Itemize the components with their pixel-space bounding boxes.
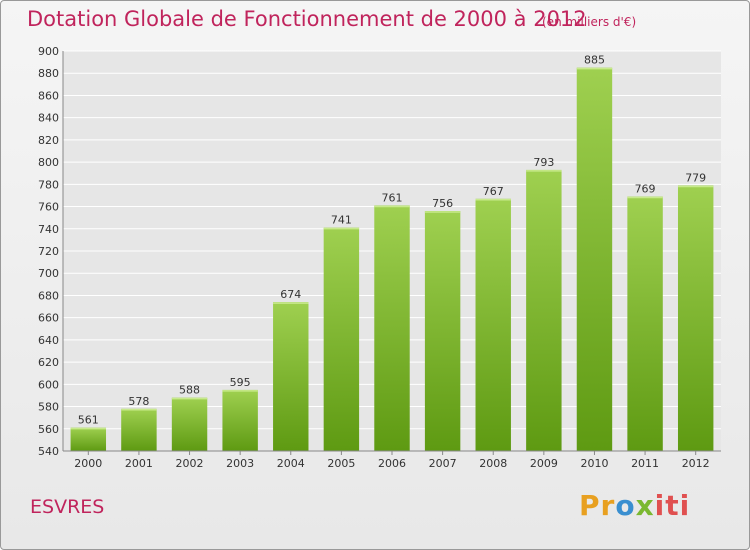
y-tick-label: 580 — [38, 401, 59, 414]
x-tick-label: 2004 — [277, 457, 305, 470]
commune-name: ESVRES — [30, 496, 105, 518]
y-tick-label: 700 — [38, 267, 59, 280]
bar-2011 — [627, 196, 663, 451]
bar-2002 — [171, 397, 208, 451]
chart-subtitle: (en milliers d'€) — [542, 15, 637, 29]
x-tick-label: 2006 — [378, 457, 406, 470]
x-tick-label: 2007 — [429, 457, 457, 470]
proxiti-logo[interactable]: Proxiti — [579, 489, 691, 522]
bar-2004 — [273, 302, 309, 451]
y-tick-label: 840 — [38, 112, 59, 125]
bar-2010 — [576, 67, 613, 452]
data-label-2007: 756 — [432, 197, 453, 210]
data-label-2005: 741 — [331, 214, 352, 227]
bar-2012 — [677, 185, 714, 451]
bar-2003 — [222, 389, 258, 451]
data-label-2011: 769 — [635, 183, 656, 196]
bar-2006 — [374, 205, 410, 451]
data-label-2012: 779 — [685, 171, 706, 184]
bar-2001 — [121, 408, 157, 451]
x-tick-label: 2003 — [226, 457, 254, 470]
y-tick-label: 620 — [38, 356, 59, 369]
y-tick-label: 720 — [38, 245, 59, 258]
y-tick-label: 640 — [38, 334, 59, 347]
x-tick-label: 2011 — [631, 457, 659, 470]
data-label-2008: 767 — [483, 185, 504, 198]
data-label-2004: 674 — [280, 288, 301, 301]
data-label-2001: 578 — [128, 395, 149, 408]
y-tick-label: 820 — [38, 134, 59, 147]
bar-2008 — [475, 198, 511, 451]
y-tick-label: 800 — [38, 156, 59, 169]
x-tick-label: 2001 — [125, 457, 153, 470]
x-tick-label: 2012 — [682, 457, 710, 470]
bar-2007 — [424, 211, 461, 451]
y-tick-label: 540 — [38, 445, 59, 458]
y-tick-label: 560 — [38, 423, 59, 436]
bar-2009 — [526, 169, 562, 451]
data-label-2010: 885 — [584, 54, 605, 67]
y-tick-label: 660 — [38, 312, 59, 325]
x-tick-label: 2009 — [530, 457, 558, 470]
data-label-2000: 561 — [78, 414, 99, 427]
bar-2000 — [70, 427, 107, 451]
data-label-2003: 595 — [230, 376, 251, 389]
y-tick-label: 900 — [38, 45, 59, 58]
x-tick-label: 2008 — [479, 457, 507, 470]
axes: 540 560 580 600 620 640 660 680 700 720 740 760 780 8… — [38, 45, 721, 470]
bar-2005 — [323, 227, 360, 451]
chart-title: Dotation Globale de Fonctionnement de 20… — [27, 7, 587, 31]
x-tick-label: 2002 — [176, 457, 204, 470]
y-tick-label: 600 — [38, 378, 59, 391]
data-label-2002: 588 — [179, 384, 200, 397]
x-tick-label: 2010 — [580, 457, 608, 470]
data-label-2006: 761 — [382, 191, 403, 204]
y-tick-label: 860 — [38, 89, 59, 102]
bars: 561 578 588 595 674 741 761 756 767 793 885 769 779 — [70, 54, 714, 452]
y-tick-label: 880 — [38, 67, 59, 80]
y-tick-label: 680 — [38, 289, 59, 302]
data-label-2009: 793 — [533, 156, 554, 169]
x-tick-label: 2005 — [327, 457, 355, 470]
y-tick-label: 780 — [38, 178, 59, 191]
x-tick-label: 2000 — [74, 457, 102, 470]
y-tick-label: 740 — [38, 223, 59, 236]
y-tick-label: 760 — [38, 201, 59, 214]
